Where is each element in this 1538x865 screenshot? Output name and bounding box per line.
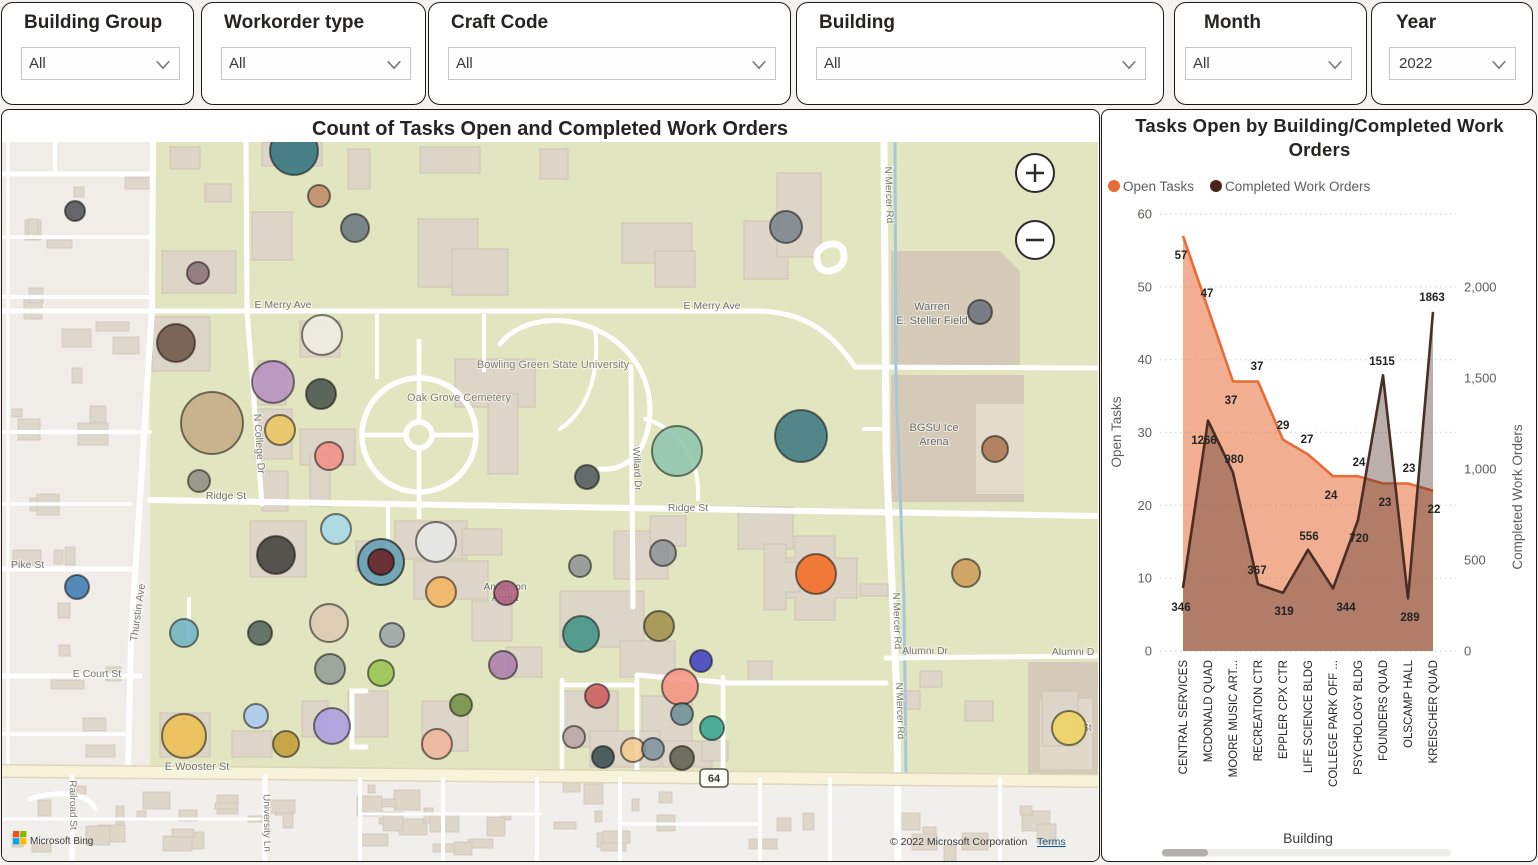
svg-text:© 2022 Microsoft Corporation: © 2022 Microsoft Corporation [890,836,1027,848]
svg-text:22: 22 [1427,504,1440,516]
svg-text:29: 29 [1276,420,1289,432]
svg-text:0: 0 [1464,643,1471,658]
svg-text:289: 289 [1400,612,1419,624]
svg-text:COLLEGE PARK OFF ...: COLLEGE PARK OFF ... [1328,660,1340,787]
svg-text:37: 37 [1250,361,1263,373]
svg-text:Bowling Green State University: Bowling Green State University [476,359,629,371]
svg-text:Ridge St: Ridge St [667,502,707,514]
svg-text:47: 47 [1200,288,1213,300]
svg-text:Railroad St: Railroad St [66,780,78,830]
svg-text:Alumni D: Alumni D [1051,646,1094,658]
svg-text:1,500: 1,500 [1464,370,1497,385]
svg-text:RECREATION CTR: RECREATION CTR [1253,660,1265,761]
svg-text:Alumni Dr: Alumni Dr [901,645,948,657]
svg-text:2,000: 2,000 [1464,279,1497,294]
svg-text:27: 27 [1300,434,1313,446]
svg-text:Warren: Warren [914,301,950,313]
svg-text:FOUNDERS QUAD: FOUNDERS QUAD [1378,660,1390,761]
svg-text:0: 0 [1144,643,1151,658]
svg-text:24: 24 [1352,457,1365,469]
svg-text:LIFE SCIENCE BLDG: LIFE SCIENCE BLDG [1303,659,1315,772]
svg-text:Terms: Terms [1037,836,1066,848]
svg-text:Microsoft Bing: Microsoft Bing [30,836,93,847]
svg-text:319: 319 [1274,606,1293,618]
svg-text:University Ln: University Ln [260,794,272,852]
svg-text:20: 20 [1137,497,1151,512]
svg-text:60: 60 [1137,206,1151,221]
svg-text:1515: 1515 [1369,356,1395,368]
svg-text:E Court St: E Court St [72,668,121,680]
svg-text:Open Tasks: Open Tasks [1109,396,1124,467]
svg-text:500: 500 [1464,552,1486,567]
svg-text:40: 40 [1137,352,1151,367]
svg-text:57: 57 [1174,250,1187,262]
svg-text:37: 37 [1224,395,1237,407]
svg-text:N College Dr: N College Dr [250,413,266,474]
svg-text:PSYCHOLOGY BLDG: PSYCHOLOGY BLDG [1353,659,1365,774]
svg-text:1,000: 1,000 [1464,461,1497,476]
svg-text:St: St [1082,723,1092,734]
svg-text:23: 23 [1402,463,1415,475]
svg-text:556: 556 [1299,531,1318,543]
svg-text:MOORE MUSIC ART...: MOORE MUSIC ART... [1228,660,1240,777]
svg-text:64: 64 [707,773,720,785]
svg-text:Open Tasks: Open Tasks [1123,179,1194,194]
svg-text:50: 50 [1137,279,1151,294]
svg-text:CENTRAL SERVICES: CENTRAL SERVICES [1178,659,1190,774]
svg-text:OLSCAMP HALL: OLSCAMP HALL [1403,659,1415,748]
svg-text:Building: Building [1283,830,1333,846]
svg-text:MCDONALD QUAD: MCDONALD QUAD [1203,660,1215,762]
svg-text:Ridge St: Ridge St [205,490,245,502]
svg-text:N Mercer Rd: N Mercer Rd [882,166,895,223]
svg-text:Oak Grove Cemetery: Oak Grove Cemetery [407,392,511,404]
svg-text:10: 10 [1137,570,1151,585]
svg-text:E Wooster St: E Wooster St [164,761,229,773]
svg-text:344: 344 [1336,602,1356,614]
svg-text:23: 23 [1378,497,1391,509]
svg-text:1863: 1863 [1419,292,1445,304]
svg-text:980: 980 [1224,454,1243,466]
svg-text:E Merry Ave: E Merry Ave [683,300,740,312]
svg-text:N Mercer Rd: N Mercer Rd [893,682,906,739]
svg-text:Arena: Arena [919,436,949,448]
svg-text:24: 24 [1324,490,1337,502]
svg-text:Completed Work Orders: Completed Work Orders [1510,424,1525,570]
svg-text:30: 30 [1137,425,1151,440]
svg-text:Completed Work Orders: Completed Work Orders [1225,179,1371,194]
svg-text:1266: 1266 [1191,435,1217,447]
svg-text:Pike St: Pike St [11,559,44,571]
svg-text:KREISCHER QUAD: KREISCHER QUAD [1428,660,1440,764]
svg-text:720: 720 [1349,533,1368,545]
svg-text:Willard Dr: Willard Dr [629,447,642,492]
svg-text:EPPLER CPX CTR: EPPLER CPX CTR [1278,660,1290,759]
svg-text:E. Steller Field: E. Steller Field [896,315,968,327]
svg-text:367: 367 [1247,565,1266,577]
svg-text:E Merry Ave: E Merry Ave [254,299,311,311]
svg-text:BGSU Ice: BGSU Ice [909,422,958,434]
svg-text:346: 346 [1171,602,1190,614]
svg-text:N Mercer Rd: N Mercer Rd [890,592,903,649]
